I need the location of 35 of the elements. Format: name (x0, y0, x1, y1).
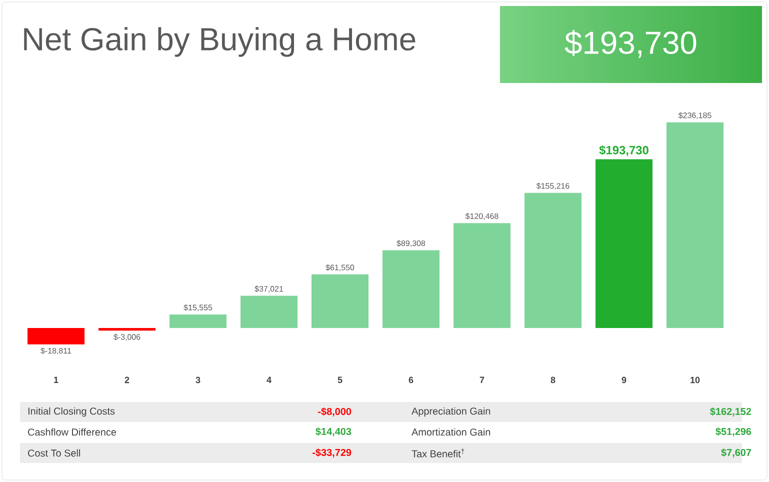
text: Cost To Sell (28, 449, 80, 457)
chart-title: Net Gain by Buying a Home (24, 27, 416, 57)
text: $51,296 (716, 428, 752, 436)
text: $162,152 (710, 408, 752, 416)
bar (382, 250, 440, 328)
text: Tax Benefit$^{†}$ (412, 448, 464, 458)
text: $14,403 (316, 428, 352, 436)
text: $7,607 (721, 448, 752, 458)
text: -$8,000 (318, 408, 352, 416)
bar (240, 296, 298, 328)
x-tick-label: 2 (124, 376, 130, 384)
bar (98, 328, 156, 331)
text: Initial Closing Costs (28, 407, 115, 417)
text: -$33,729 (312, 448, 352, 458)
x-tick-label: 9 (622, 376, 626, 384)
chart-subtitle: $193,730 (564, 30, 696, 58)
x-tick-label: 7 (480, 376, 484, 383)
x-tick-label: 5 (338, 376, 342, 384)
x-tick-label: 3 (196, 376, 200, 384)
text: Cashflow Difference (28, 428, 116, 436)
bar (28, 328, 85, 344)
x-tick-label: 1 (54, 376, 58, 383)
x-tick-label: 10 (690, 376, 700, 384)
bar (666, 122, 724, 328)
bar (170, 314, 227, 328)
x-tick-label: 6 (408, 376, 414, 384)
x-tick-label: 8 (550, 376, 556, 384)
text: Appreciation Gain (412, 407, 490, 417)
bar (454, 223, 511, 328)
x-tick-label: 4 (266, 376, 272, 383)
data-label: $193,730 (599, 145, 648, 156)
text: Amortization Gain (412, 428, 490, 436)
bar (312, 274, 369, 328)
bar (524, 192, 582, 328)
bar (596, 159, 653, 328)
